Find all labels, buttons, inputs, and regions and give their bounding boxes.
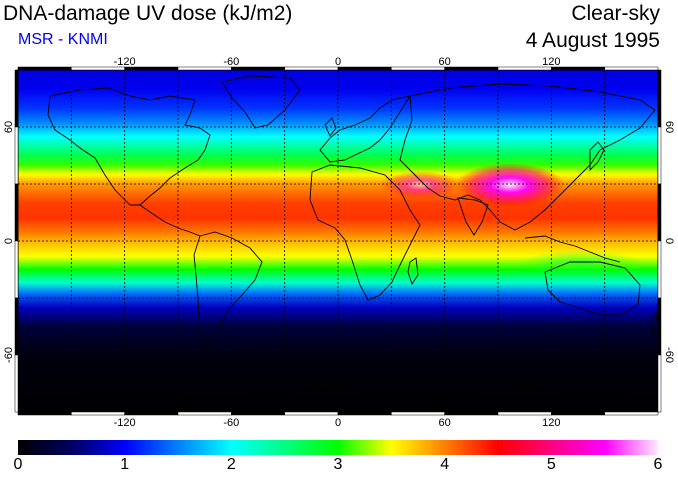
frame-scale-segment [551,411,605,416]
frame-scale-segment [657,297,662,356]
madagascar-coastline [407,257,419,286]
latitude-label-left: -60 [3,347,15,363]
legend-tick-label: 3 [333,456,343,473]
frame-scale-segment [337,411,392,416]
frame-scale-segment [231,411,285,416]
latitude-label-left: 60 [3,121,15,133]
africa-coastline [309,164,421,301]
frame-scale-segment [657,240,662,299]
date-label: 4 August 1995 [525,29,660,52]
frame-scale-segment [497,411,552,416]
longitude-label-top: 120 [542,56,560,68]
south-america-coastline [193,231,263,351]
longitude-label-top: -120 [114,56,136,68]
australia-coastline [544,261,641,316]
legend-tick-label: 1 [120,456,130,473]
frame-scale-segment [657,183,662,242]
axis-labels: -120 -120 -60 -60 0 0 60 60 120 120 60 60 0 0 -60 -60 [3,56,675,429]
frame-scale-segment [604,66,659,71]
north-america-coastline [47,87,211,206]
new-zealand-coastline [651,310,658,336]
frame-scale-segment [604,411,659,416]
legend-tick-label: 6 [653,456,663,473]
latitude-label-right: 0 [663,238,675,244]
arabia-high-dose-region [380,171,460,199]
legend-tick-label: 2 [226,456,236,473]
antarctica-coastline [18,389,658,399]
asia-coastline [399,83,656,231]
frame-scale-segment [71,411,125,416]
latitude-label-right: -60 [663,347,675,363]
longitude-label-bottom: -60 [223,417,239,429]
coastlines [18,75,658,399]
legend-tick-label: 0 [13,456,23,473]
frame-scale-segment [444,66,499,71]
longitude-label-bottom: 60 [439,417,451,429]
frame-scale-segment [284,411,339,416]
central-america-coastline [139,204,201,237]
map-title: DNA-damage UV dose (kJ/m2) [3,2,293,25]
latitude-label-left: 0 [3,238,15,244]
longitude-label-top: 60 [439,56,451,68]
latitude-label-right: 60 [663,121,675,133]
frame-scale-segment [14,240,19,299]
frame-scale-segment [14,126,19,185]
longitude-label-top: -60 [223,56,239,68]
peak-dose-region [455,163,565,207]
japan-coastline [589,141,605,172]
frame-scale-segment [657,126,662,185]
grid-lines [18,70,658,412]
color-legend-bar [18,440,658,455]
india-coastline [457,197,489,236]
longitude-label-bottom: 0 [335,417,341,429]
longitude-label-top: 0 [335,56,341,68]
frame-scale-bars [14,66,662,416]
frame-scale-segment [177,411,232,416]
frame-scale-segment [14,69,19,128]
source-label: MSR - KNMI [18,31,108,48]
longitude-label-bottom: -120 [114,417,136,429]
frame-scale-segment [14,297,19,356]
frame-scale-segment [657,69,662,128]
frame-scale-segment [284,66,339,71]
frame-scale-segment [391,66,445,71]
frame-scale-segment [17,411,72,416]
sky-condition-label: Clear-sky [571,2,660,25]
british-isles-coastline [324,117,337,137]
legend-tick-label: 5 [546,456,556,473]
frame-scale-segment [657,354,662,413]
frame-scale-segment [124,411,179,416]
longitude-label-bottom: 120 [542,417,560,429]
frame-scale-segment [14,354,19,413]
greenland-coastline [221,75,301,129]
europe-coastline [319,95,411,163]
frame-scale-segment [14,183,19,242]
legend-tick-label: 4 [440,456,450,473]
frame-scale-segment [231,66,285,71]
frame-scale-segment [444,411,499,416]
frame-scale-segment [337,66,392,71]
frame-scale-segment [17,66,72,71]
frame-scale-segment [391,411,445,416]
